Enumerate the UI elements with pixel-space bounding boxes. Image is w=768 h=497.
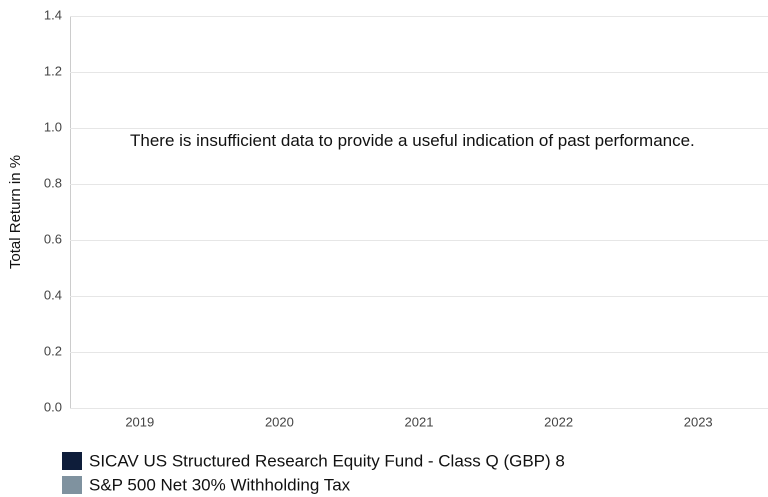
y-tick-label: 1.0: [44, 119, 62, 134]
legend-label: SICAV US Structured Research Equity Fund…: [89, 451, 565, 470]
x-tick-label: 2021: [405, 414, 434, 429]
y-axis-title: Total Return in %: [7, 155, 24, 269]
y-tick-label: 0.6: [44, 231, 62, 246]
y-tick-label: 1.2: [44, 63, 62, 78]
legend-swatch: [62, 452, 82, 470]
x-tick-label: 2023: [684, 414, 713, 429]
legend-label: S&P 500 Net 30% Withholding Tax: [89, 475, 351, 494]
x-tick-label: 2022: [544, 414, 573, 429]
y-tick-label: 0.0: [44, 399, 62, 414]
y-tick-label: 0.2: [44, 343, 62, 358]
y-tick-label: 0.8: [44, 175, 62, 190]
legend-swatch: [62, 476, 82, 494]
x-tick-label: 2020: [265, 414, 294, 429]
x-tick-label: 2019: [125, 414, 154, 429]
y-tick-label: 0.4: [44, 287, 62, 302]
annotation: There is insufficient data to provide a …: [130, 131, 695, 150]
y-tick-label: 1.4: [44, 7, 62, 22]
